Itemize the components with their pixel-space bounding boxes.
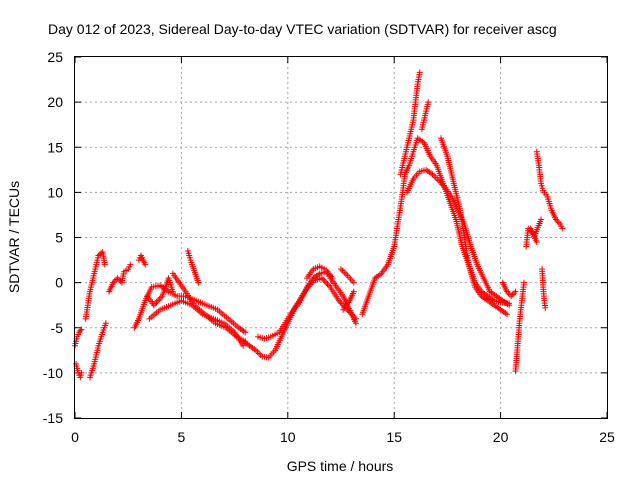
data-point (352, 315, 359, 322)
data-point (533, 239, 540, 246)
x-tick-label: 15 (386, 429, 402, 445)
y-tick-label: -10 (43, 365, 63, 381)
data-point (508, 293, 515, 300)
data-point (323, 279, 330, 286)
x-tick-label: 5 (178, 429, 186, 445)
data-point (512, 288, 519, 295)
data-point (242, 329, 249, 336)
data-point (142, 261, 149, 268)
data-point (77, 327, 84, 334)
data-point (320, 276, 327, 283)
y-tick-label: 0 (55, 275, 63, 291)
x-tick-label: 25 (599, 429, 615, 445)
plot-frame (74, 56, 608, 419)
data-point (127, 261, 134, 268)
x-tick-label: 10 (280, 429, 296, 445)
data-point (115, 276, 122, 283)
data-point (325, 282, 332, 289)
data-point (324, 281, 331, 288)
data-points (72, 69, 566, 381)
data-point (338, 266, 344, 273)
data-point (102, 320, 109, 327)
data-point (425, 99, 432, 106)
data-point (559, 225, 566, 232)
data-point (431, 172, 438, 179)
data-point (350, 288, 357, 295)
x-tick-label: 0 (71, 429, 79, 445)
y-tick-label: -15 (43, 410, 63, 426)
y-axis-label: SDTVAR / TECUs (6, 181, 22, 293)
data-point (511, 290, 518, 297)
data-point (509, 291, 516, 298)
data-point (503, 311, 510, 318)
x-tick-marks: 0 5 10 15 20 25 (71, 57, 615, 445)
data-point (542, 304, 549, 311)
data-point (256, 350, 263, 357)
data-point (101, 261, 108, 268)
data-point (254, 348, 261, 355)
y-tick-label: 15 (47, 139, 63, 155)
x-axis-label: GPS time / hours (287, 458, 394, 474)
data-point (341, 269, 348, 276)
data-point (350, 279, 357, 286)
data-point (156, 296, 163, 303)
y-tick-marks: -15 -10 -5 0 5 10 15 20 25 (43, 49, 607, 426)
chart-title: Day 012 of 2023, Sidereal Day-to-day VTE… (48, 21, 557, 37)
y-tick-label: 25 (47, 49, 63, 65)
data-point (538, 216, 545, 223)
y-tick-label: -5 (51, 320, 64, 336)
data-point (329, 275, 336, 282)
y-tick-label: 5 (55, 230, 63, 246)
data-point (521, 279, 528, 286)
data-point (153, 299, 160, 306)
data-point (78, 326, 85, 333)
data-point (78, 369, 85, 376)
grid-lines (75, 57, 607, 418)
data-point (339, 267, 346, 274)
x-tick-label: 20 (493, 429, 509, 445)
y-tick-label: 10 (47, 184, 63, 200)
data-point (506, 302, 513, 309)
data-point (169, 288, 176, 295)
data-point (154, 297, 161, 304)
data-point (195, 279, 202, 286)
data-point (342, 270, 349, 277)
data-point (416, 69, 423, 76)
y-tick-label: 20 (47, 94, 63, 110)
